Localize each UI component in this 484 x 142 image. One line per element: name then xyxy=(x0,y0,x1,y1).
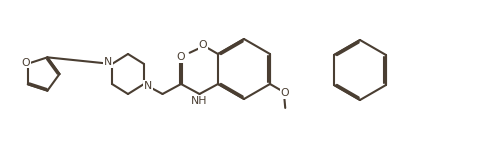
Text: O: O xyxy=(176,53,185,62)
Text: N: N xyxy=(144,81,152,91)
Text: NH: NH xyxy=(191,96,207,106)
Text: N: N xyxy=(104,57,112,67)
Text: O: O xyxy=(198,40,207,50)
Text: O: O xyxy=(21,58,30,68)
Text: O: O xyxy=(280,88,288,98)
